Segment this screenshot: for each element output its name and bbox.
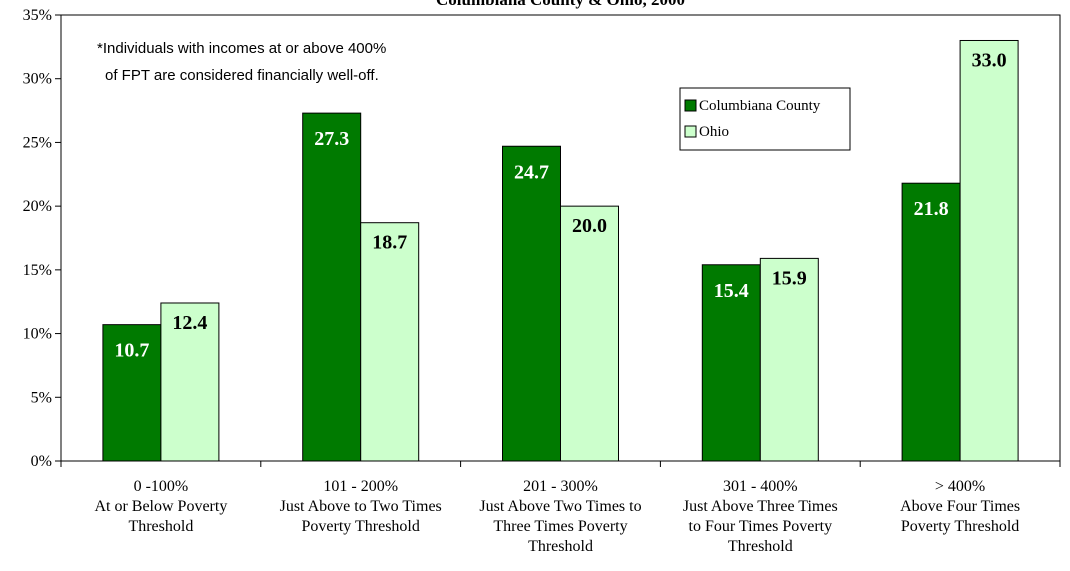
x-category-label-line: Poverty Threshold <box>302 518 420 535</box>
bar-columbiana <box>901 182 961 462</box>
y-tick-label: 30% <box>23 71 52 88</box>
legend-label-ohio: Ohio <box>699 124 729 140</box>
data-label-ohio: 18.7 <box>372 232 407 254</box>
bar-columbiana <box>102 324 162 462</box>
x-category-label-line: Threshold <box>128 518 193 535</box>
data-label-columbiana: 24.7 <box>514 161 549 183</box>
x-category-label-line: Threshold <box>528 538 593 555</box>
x-category-label: 301 - 400% Just Above Three Times to Four … <box>683 478 838 555</box>
bar-ohio <box>360 222 420 462</box>
bar-ohio <box>759 257 819 462</box>
data-label-ohio: 33.0 <box>972 49 1007 71</box>
x-category-label-line: Poverty Threshold <box>901 518 1019 535</box>
bar-ohio <box>959 39 1019 462</box>
y-tick-label: 35% <box>23 7 52 24</box>
bar-columbiana <box>701 264 761 462</box>
axes: 0% 5% 10% 15% 20% 25% 30% 35% 0 -100% At or Below… <box>23 7 1061 555</box>
x-category-label-line: 301 - 400% <box>723 478 798 495</box>
x-category-label-line: 201 - 300% <box>523 478 598 495</box>
chart-title: Columbiana County & Ohio, 2000 <box>436 0 685 9</box>
x-category-label-line: Just Above Three Times <box>683 498 838 515</box>
footnote-line-2: of FPT are considered financially well-o… <box>105 67 379 84</box>
x-category-label-line: to Four Times Poverty <box>689 518 833 535</box>
x-category-label-line: At or Below Poverty <box>94 498 227 515</box>
y-tick-label: 25% <box>23 134 52 151</box>
x-category-label: > 400% Above Four Times Poverty Threshold <box>900 478 1020 535</box>
x-category-label-line: Threshold <box>728 538 793 555</box>
y-tick-label: 20% <box>23 198 52 215</box>
x-category-label-line: 101 - 200% <box>323 478 398 495</box>
data-label-columbiana: 15.4 <box>714 280 749 302</box>
data-label-columbiana: 21.8 <box>914 198 949 220</box>
footnote-line-1: *Individuals with incomes at or above 40… <box>97 40 386 57</box>
data-label-ohio: 12.4 <box>172 312 207 334</box>
bar-columbiana <box>502 145 561 462</box>
x-category-label-line: Above Four Times <box>900 498 1020 515</box>
legend-box <box>679 87 851 151</box>
footnote: *Individuals with incomes at or above 40… <box>97 40 386 84</box>
x-category-label-line: 0 -100% <box>134 478 189 495</box>
y-tick-label: 0% <box>31 453 52 470</box>
x-category-label: 201 - 300% Just Above Two Times to Three T… <box>479 478 641 555</box>
legend-swatch-columbiana <box>684 99 697 112</box>
data-label-columbiana: 10.7 <box>114 340 149 362</box>
x-category-label: 0 -100% At or Below Poverty Threshold <box>94 478 227 535</box>
x-category-label-line: > 400% <box>935 478 985 495</box>
x-category-label-line: Just Above Two Times to <box>479 498 641 515</box>
y-tick-label: 15% <box>23 262 52 279</box>
legend: Columbiana County Ohio <box>679 87 851 151</box>
data-label-columbiana: 27.3 <box>314 128 349 150</box>
y-tick-label: 10% <box>23 326 52 343</box>
legend-swatch-ohio <box>684 125 697 138</box>
x-category-label-line: Three Times Poverty <box>493 518 627 535</box>
x-category-label-line: Just Above to Two Times <box>280 498 442 515</box>
bar-ohio <box>160 302 220 462</box>
bar-ohio <box>560 205 619 462</box>
y-tick-label: 5% <box>31 389 52 406</box>
x-category-label: 101 - 200% Just Above to Two Times Poverty… <box>280 478 442 535</box>
legend-label-columbiana: Columbiana County <box>699 98 821 114</box>
data-label-ohio: 15.9 <box>772 267 807 289</box>
bar-columbiana <box>302 112 362 462</box>
bars: 10.7 27.3 24.7 15.4 21.8 12.4 18.7 20.0 15.9 33.0 <box>102 39 1019 462</box>
data-label-ohio: 20.0 <box>572 215 607 237</box>
